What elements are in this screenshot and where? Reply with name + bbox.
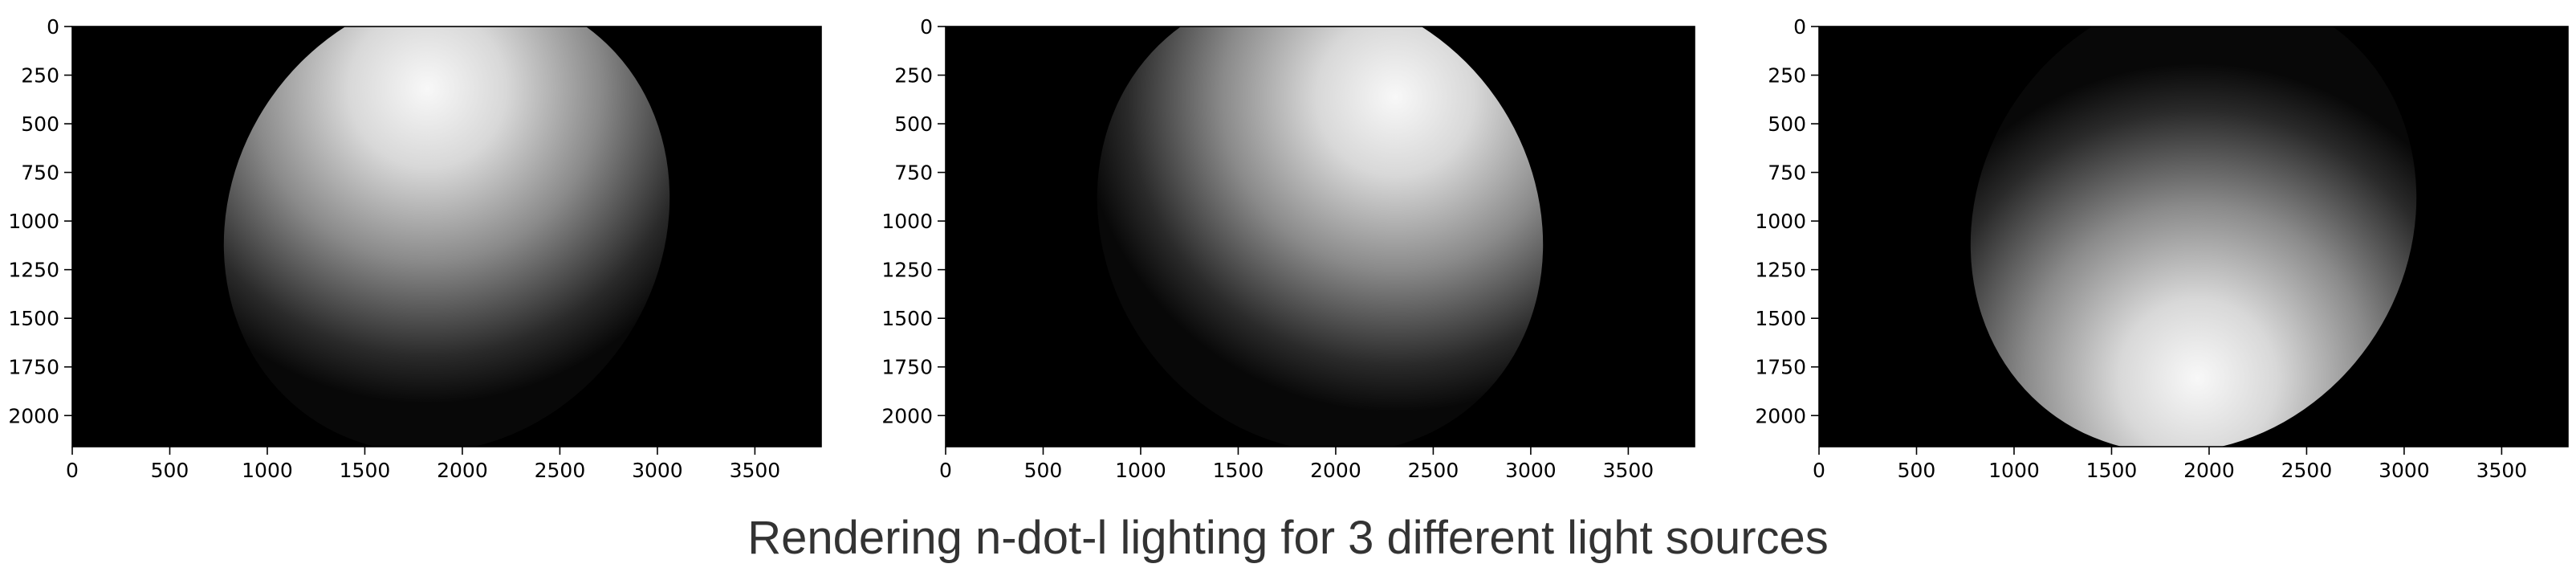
axes-frame <box>71 26 822 447</box>
lit-sphere <box>1097 27 1544 447</box>
figure-title: Rendering n-dot-l lighting for 3 differe… <box>747 512 1829 564</box>
y-tick-label: 0 <box>47 15 59 39</box>
y-tick-label: 250 <box>21 64 59 88</box>
y-tick-label: 750 <box>21 161 59 185</box>
y-tick-label: 1500 <box>881 307 933 330</box>
x-tick-label: 0 <box>939 459 952 482</box>
y-tick-label: 500 <box>21 112 59 136</box>
lit-sphere <box>223 27 670 447</box>
y-tick-label: 1500 <box>8 307 59 330</box>
panel-2: 0 500 1000 1500 2000 2500 3000 3500 0 250 500 750 10… <box>881 15 1695 482</box>
x-tick-label: 2000 <box>437 459 488 482</box>
x-tick-label: 0 <box>1813 459 1825 482</box>
y-tick-label: 1750 <box>8 356 59 379</box>
x-tick-label: 1500 <box>340 459 391 482</box>
y-tick-label: 1000 <box>881 210 933 233</box>
x-tick-label: 3000 <box>2379 459 2430 482</box>
y-tick-label: 2000 <box>8 404 59 427</box>
y-tick-label: 250 <box>894 64 933 88</box>
x-tick-label: 2000 <box>1310 459 1361 482</box>
axes-frame <box>1818 26 2569 447</box>
y-tick-label: 1750 <box>1755 356 1806 379</box>
panel-3: 0 500 1000 1500 2000 2500 3000 3500 0 250 500 750 10… <box>1755 15 2569 482</box>
y-tick-label: 1000 <box>1755 210 1806 233</box>
x-tick-label: 3000 <box>632 459 683 482</box>
y-tick-label: 750 <box>894 161 933 185</box>
x-tick-label: 1000 <box>1988 459 2040 482</box>
y-tick-label: 750 <box>1768 161 1806 185</box>
x-tick-label: 1500 <box>2086 459 2138 482</box>
axes-frame <box>945 26 1695 447</box>
y-tick-label: 1250 <box>8 259 59 282</box>
x-tick-label: 2000 <box>2183 459 2235 482</box>
x-tick-label: 1000 <box>1115 459 1166 482</box>
x-tick-label: 2500 <box>2281 459 2333 482</box>
x-tick-label: 3500 <box>2476 459 2528 482</box>
x-tick-label: 500 <box>1024 459 1063 482</box>
y-tick-label: 1500 <box>1755 307 1806 330</box>
x-tick-label: 1000 <box>242 459 293 482</box>
x-tick-label: 2500 <box>535 459 586 482</box>
x-tick-label: 3500 <box>1603 459 1654 482</box>
y-tick-label: 500 <box>894 112 933 136</box>
x-tick-label: 0 <box>66 459 79 482</box>
x-tick-label: 2500 <box>1408 459 1459 482</box>
x-tick-label: 3500 <box>730 459 781 482</box>
y-tick-label: 2000 <box>1755 404 1806 427</box>
y-tick-label: 250 <box>1768 64 1806 88</box>
y-tick-label: 1250 <box>1755 259 1806 282</box>
y-tick-label: 0 <box>920 15 933 39</box>
y-tick-label: 1000 <box>8 210 59 233</box>
x-tick-label: 500 <box>151 459 189 482</box>
panel-1: 0 500 1000 1500 2000 2500 3000 3500 0 250 500 750 10… <box>8 15 822 482</box>
lit-sphere <box>1970 27 2417 447</box>
y-tick-label: 1250 <box>881 259 933 282</box>
x-tick-label: 3000 <box>1505 459 1557 482</box>
x-tick-label: 500 <box>1898 459 1936 482</box>
y-tick-label: 0 <box>1793 15 1806 39</box>
y-tick-label: 2000 <box>881 404 933 427</box>
x-tick-label: 1500 <box>1213 459 1264 482</box>
y-tick-label: 1750 <box>881 356 933 379</box>
y-tick-label: 500 <box>1768 112 1806 136</box>
